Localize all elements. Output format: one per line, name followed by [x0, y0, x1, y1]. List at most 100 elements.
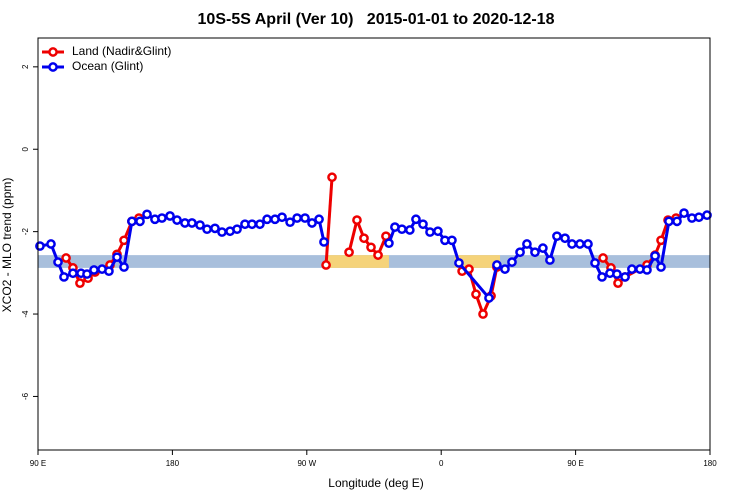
- data-point: [119, 235, 129, 246]
- chart-title: 10S-5S April (Ver 10) 2015-01-01 to 2020…: [198, 11, 555, 28]
- data-point: [292, 213, 302, 223]
- data-point: [411, 214, 421, 225]
- data-point: [314, 214, 324, 225]
- legend-label: Land (Nadir&Glint): [72, 44, 171, 58]
- data-point: [500, 264, 510, 274]
- data-point: [656, 262, 666, 272]
- data-point: [679, 208, 689, 218]
- legend-label: Ocean (Glint): [72, 59, 143, 73]
- data-point: [187, 218, 197, 228]
- data-point: [433, 226, 443, 237]
- data-point: [35, 241, 45, 251]
- data-point: [195, 220, 205, 230]
- data-point: [672, 216, 682, 227]
- data-point: [507, 257, 517, 267]
- data-point: [650, 251, 660, 261]
- data-point: [538, 243, 548, 253]
- series-line: [324, 177, 334, 266]
- data-point: [165, 211, 175, 221]
- y-tick-label: -6: [21, 392, 30, 400]
- data-point: [89, 265, 99, 275]
- data-point: [157, 213, 167, 223]
- x-tick-label: 180: [166, 459, 180, 468]
- data-point: [447, 235, 457, 246]
- data-point: [59, 272, 69, 282]
- data-point: [172, 215, 182, 225]
- x-tick-label: 90 W: [297, 459, 316, 468]
- data-point: [620, 272, 630, 282]
- data-point: [135, 216, 145, 227]
- data-point: [307, 218, 317, 228]
- data-point: [694, 212, 704, 223]
- data-point: [567, 239, 577, 249]
- data-point: [53, 257, 63, 267]
- data-point: [262, 214, 272, 225]
- data-point: [46, 239, 56, 249]
- legend-marker: [48, 62, 58, 72]
- data-point: [530, 247, 540, 258]
- data-point: [247, 219, 257, 230]
- data-point: [397, 224, 407, 235]
- y-tick-label: -4: [21, 310, 30, 318]
- y-tick-label: 2: [21, 64, 30, 69]
- data-point: [82, 269, 92, 279]
- data-point: [404, 225, 415, 235]
- data-point: [104, 266, 114, 277]
- data-point: [560, 233, 570, 244]
- data-point: [590, 258, 600, 268]
- data-point: [471, 289, 481, 300]
- data-point: [583, 239, 593, 249]
- data-point: [597, 272, 607, 282]
- x-tick-label: 180: [703, 459, 717, 468]
- data-point: [119, 262, 129, 272]
- x-axis-label: Longitude (deg E): [328, 476, 423, 490]
- data-point: [384, 238, 394, 249]
- data-point: [492, 260, 502, 270]
- data-point: [232, 224, 242, 235]
- data-point: [515, 247, 525, 258]
- data-point: [552, 231, 562, 242]
- x-tick-label: 90 E: [567, 459, 583, 468]
- data-point: [613, 278, 623, 288]
- data-point: [321, 260, 331, 270]
- x-tick-label: 0: [439, 459, 444, 468]
- data-point: [642, 265, 652, 275]
- band-segment: [326, 255, 389, 268]
- x-tick-label: 90 E: [30, 459, 46, 468]
- data-point: [612, 269, 622, 279]
- data-point: [327, 172, 337, 183]
- plot-frame: [37, 37, 711, 451]
- band-segment: [454, 255, 501, 268]
- data-point: [545, 255, 555, 265]
- data-point: [418, 219, 428, 230]
- data-point: [478, 309, 488, 319]
- data-point: [344, 247, 354, 258]
- data-point: [664, 216, 674, 227]
- y-axis-label: XCO2 - MLO trend (ppm): [0, 178, 14, 313]
- data-point: [277, 212, 287, 223]
- data-point: [112, 252, 122, 263]
- data-point: [656, 235, 666, 246]
- data-point: [127, 216, 137, 227]
- data-point: [142, 209, 152, 220]
- data-point: [285, 217, 295, 228]
- data-point: [210, 223, 220, 234]
- data-point: [522, 239, 532, 249]
- data-point: [202, 224, 212, 235]
- data-point: [68, 268, 78, 279]
- data-point: [425, 227, 435, 237]
- data-point: [575, 239, 585, 249]
- data-point: [373, 250, 383, 260]
- data-point: [217, 227, 227, 237]
- y-tick-label: 0: [21, 146, 30, 151]
- data-point: [702, 210, 712, 221]
- data-point: [454, 258, 464, 268]
- legend-marker: [48, 47, 58, 57]
- y-tick-label: -2: [21, 228, 30, 236]
- data-point: [366, 242, 376, 253]
- data-point: [75, 278, 85, 288]
- data-point: [627, 264, 637, 274]
- data-point: [359, 233, 369, 244]
- data-point: [300, 213, 310, 223]
